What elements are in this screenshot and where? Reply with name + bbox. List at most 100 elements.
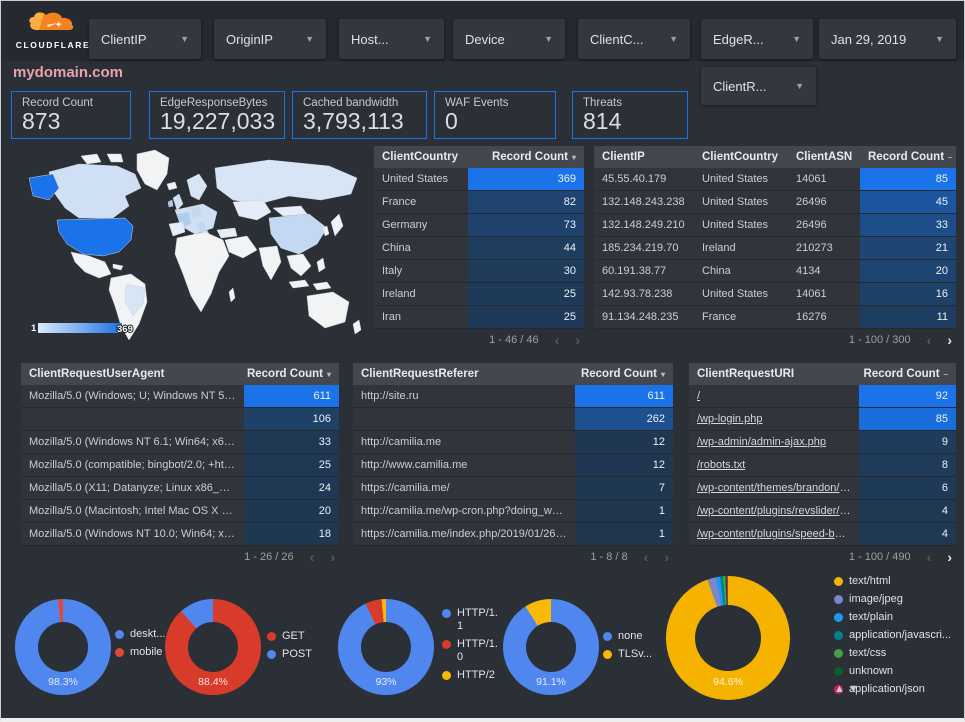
table-row[interactable]: 106 <box>21 408 339 431</box>
record-count-cell: 92 <box>859 385 956 407</box>
legend-item[interactable]: HTTP/1.0 <box>442 638 503 664</box>
legend-color-dot <box>834 667 843 676</box>
table-row[interactable]: 185.234.219.70 Ireland 210273 21 <box>594 237 956 260</box>
table-row[interactable]: 132.148.249.210 United States 26496 33 <box>594 214 956 237</box>
column-header-record count[interactable]: Record Count ▾ <box>479 151 584 163</box>
legend-item[interactable]: deskt... <box>115 628 165 641</box>
prev-page-button[interactable]: ‹ <box>554 332 560 348</box>
table-row[interactable]: /robots.txt 8 <box>689 454 956 477</box>
table-row[interactable]: 142.93.78.238 United States 14061 16 <box>594 283 956 306</box>
date-range-picker[interactable]: Jan 29, 2019 ▼ <box>819 19 956 59</box>
filter-chip-host[interactable]: Host... ▼ <box>339 19 444 59</box>
donut-chart-device-type[interactable]: 98.3% <box>15 599 111 695</box>
legend-scroll-arrows[interactable]: ▲▼ <box>834 683 862 695</box>
legend-item[interactable]: text/plain <box>834 611 951 624</box>
next-page-button[interactable]: › <box>947 549 952 565</box>
table-row[interactable]: https://camilia.me/index.php/2019/01/26/… <box>353 523 673 546</box>
table-row[interactable]: Mozilla/5.0 (Windows NT 10.0; Win64; x64… <box>21 523 339 546</box>
column-header-label: Record Count <box>246 368 323 380</box>
legend-label: deskt... <box>130 628 166 640</box>
table-row[interactable]: /wp-login.php 85 <box>689 408 956 431</box>
cell: France <box>702 311 737 323</box>
legend-label: GET <box>282 630 305 642</box>
table-row[interactable]: /wp-content/plugins/speed-booste... 4 <box>689 523 956 546</box>
table-row[interactable]: http://site.ru 611 <box>353 385 673 408</box>
cell: / <box>697 390 701 402</box>
table-row[interactable]: https://camilia.me/7 <box>353 477 673 500</box>
table-row[interactable]: 60.191.38.77 China 4134 20 <box>594 260 956 283</box>
legend-item[interactable]: image/jpeg <box>834 593 951 606</box>
table-row[interactable]: Italy 30 <box>374 260 584 283</box>
table-row[interactable]: /wp-content/themes/brandon/plu... 6 <box>689 477 956 500</box>
column-header-record count[interactable]: Record Count ▾ <box>513 368 673 380</box>
prev-page-button[interactable]: ‹ <box>926 332 932 348</box>
legend-item[interactable]: none <box>603 630 652 643</box>
table-row[interactable]: 91.134.248.235 France 16276 11 <box>594 306 956 329</box>
filter-chip-clientip[interactable]: ClientIP ▼ <box>89 19 201 59</box>
next-page-button[interactable]: › <box>330 549 335 565</box>
legend-item[interactable]: HTTP/1.1 <box>442 607 503 633</box>
date-range-label: Jan 29, 2019 <box>831 31 907 47</box>
table-row[interactable]: Mozilla/5.0 (compatible; bingbot/2.0; +h… <box>21 454 339 477</box>
table-row[interactable]: 45.55.40.179 United States 14061 85 <box>594 168 956 191</box>
table-row[interactable]: Mozilla/5.0 (Windows; U; Windows NT 5.1;… <box>21 385 339 408</box>
legend-item[interactable]: HTTP/2 <box>442 669 503 682</box>
table-row[interactable]: Ireland 25 <box>374 283 584 306</box>
donut-chart-tls-version[interactable]: 91.1% <box>503 599 599 695</box>
column-header-record count[interactable]: Record Count – <box>823 368 957 380</box>
prev-page-button[interactable]: ‹ <box>926 549 932 565</box>
table-row[interactable]: 262 <box>353 408 673 431</box>
table-row[interactable]: Germany 73 <box>374 214 584 237</box>
column-header-clientrequestuseragent: ClientRequestUserAgent <box>29 368 165 380</box>
next-page-button[interactable]: › <box>664 549 669 565</box>
legend-item[interactable]: application/javascri... <box>834 629 951 642</box>
table-row[interactable]: Mozilla/5.0 (X11; Datanyze; Linux x86_64… <box>21 477 339 500</box>
table-row[interactable]: / 92 <box>689 385 956 408</box>
legend-item[interactable]: mobile <box>115 646 165 659</box>
filter-chip-originip[interactable]: OriginIP ▼ <box>214 19 326 59</box>
table-row[interactable]: Mozilla/5.0 (Windows NT 6.1; Win64; x64;… <box>21 431 339 454</box>
next-page-button[interactable]: › <box>575 332 580 348</box>
donut-chart-content-type[interactable]: 94.6% <box>666 576 790 700</box>
column-header-record count[interactable]: Record Count ▾ <box>180 368 339 380</box>
table-row[interactable]: /wp-admin/admin-ajax.php 9 <box>689 431 956 454</box>
column-header-record count[interactable]: Record Count – <box>860 151 956 163</box>
prev-page-button[interactable]: ‹ <box>643 549 649 565</box>
table-row[interactable]: http://camilia.me 12 <box>353 431 673 454</box>
legend-item[interactable]: text/css <box>834 647 951 660</box>
column-header-clientcountry: ClientCountry <box>382 151 459 163</box>
legend-color-dot <box>834 685 843 694</box>
table-row[interactable]: France 82 <box>374 191 584 214</box>
cell <box>21 408 244 430</box>
record-count-cell: 45 <box>860 191 956 213</box>
legend-item[interactable]: TLSv... <box>603 648 652 661</box>
table-row[interactable]: China 44 <box>374 237 584 260</box>
legend-item[interactable]: unknown <box>834 665 951 678</box>
filter-chip-clientr[interactable]: ClientR... ▼ <box>701 67 816 105</box>
table-row[interactable]: 132.148.243.238 United States 26496 45 <box>594 191 956 214</box>
table-row[interactable]: Mozilla/5.0 (Macintosh; Intel Mac OS X 1… <box>21 500 339 523</box>
prev-page-button[interactable]: ‹ <box>309 549 315 565</box>
table-row[interactable]: United States 369 <box>374 168 584 191</box>
table-row[interactable]: http://camilia.me/wp-cron.php?doing_wp_c… <box>353 500 673 523</box>
table-row[interactable]: Iran 25 <box>374 306 584 329</box>
filter-label: ClientC... <box>590 31 644 47</box>
legend-item[interactable]: application/json <box>834 683 951 696</box>
cell: 16276 <box>796 311 827 323</box>
legend-item[interactable]: POST <box>267 648 312 661</box>
table-row[interactable]: /wp-content/plugins/revslider/rs-p... 4 <box>689 500 956 523</box>
legend-item[interactable]: GET <box>267 630 312 643</box>
legend-item[interactable]: text/html <box>834 575 951 588</box>
geo-map[interactable]: 1 369 <box>21 146 371 346</box>
column-header-clientrequestreferer: ClientRequestReferer <box>361 368 479 380</box>
cell: China <box>382 242 411 254</box>
filter-chip-clientc[interactable]: ClientC... ▼ <box>578 19 690 59</box>
filter-chip-device[interactable]: Device ▼ <box>453 19 565 59</box>
filter-chip-edger[interactable]: EdgeR... ▼ <box>701 19 813 59</box>
chart-legend: GET POST <box>267 630 312 661</box>
table-row[interactable]: http://www.camilia.me 12 <box>353 454 673 477</box>
donut-chart-request-method[interactable]: 88.4% <box>165 599 261 695</box>
next-page-button[interactable]: › <box>947 332 952 348</box>
donut-chart-http-protocol[interactable]: 93% <box>338 599 434 695</box>
record-count-cell: 106 <box>244 408 339 430</box>
